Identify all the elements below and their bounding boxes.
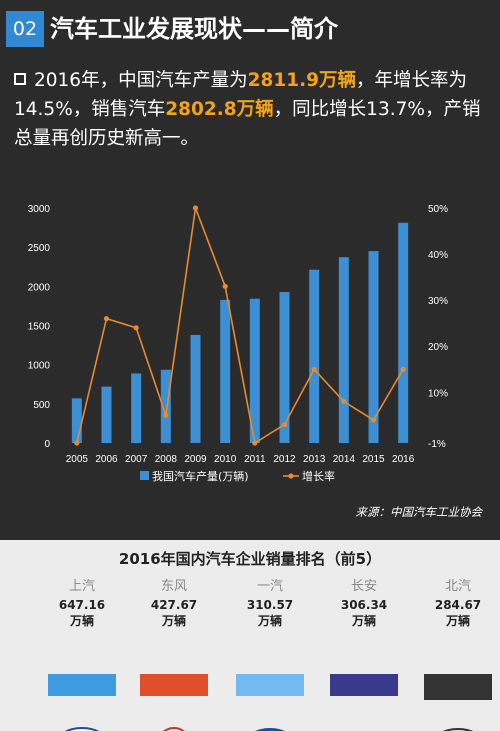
x-axis-tick: 2009 (184, 454, 207, 465)
bar (220, 299, 231, 443)
company-name: 上汽 (68, 579, 95, 594)
left-axis-tick: 500 (33, 400, 50, 411)
legend-line-label: 增长率 (302, 469, 335, 483)
production-chart: 0 500 1000 1500 2000 2500 3000 -1% 10% 20% 30% 40%… (28, 204, 484, 519)
growth-rate-point (281, 421, 288, 428)
company-color-bar (140, 674, 208, 696)
growth-rate-point (222, 283, 228, 289)
bar (71, 398, 82, 443)
company-sales-value: 284.67 (434, 598, 482, 612)
right-axis-tick: -1% (428, 439, 446, 450)
right-axis-tick: 20% (428, 342, 448, 353)
bar (131, 373, 142, 443)
growth-rate-line (76, 207, 404, 445)
section-number-badge: 02 (6, 11, 44, 47)
company-sales-value: 310.57 (246, 598, 294, 612)
bar (101, 386, 112, 443)
x-axis-tick: 2014 (333, 454, 356, 465)
x-axis-tick: 2010 (214, 454, 237, 465)
x-axis-tick: 2007 (125, 454, 148, 465)
growth-rate-point (163, 412, 169, 418)
bar (190, 334, 201, 443)
left-axis-tick: 1500 (28, 322, 51, 333)
company-color-bar (330, 674, 398, 696)
company-color-bar (48, 674, 116, 696)
header: 02 汽车工业发展现状——简介 (0, 8, 500, 52)
ranking-title: 2016年国内汽车企业销量排名（前5） (118, 550, 382, 568)
summary-highlight-sales: 2802.8万辆 (165, 99, 274, 120)
company-3: 一汽 310.57 万辆 (236, 578, 304, 731)
summary-text-1: 2016年，中国汽车产量为 (34, 70, 248, 91)
growth-rate-point (252, 440, 258, 446)
company-1: 上汽 647.16 万辆 SAIC (48, 578, 116, 731)
bar (160, 369, 171, 443)
legend-bar-label: 我国汽车产量(万辆) (152, 469, 249, 483)
left-axis-tick: 3000 (28, 204, 51, 215)
x-axis-tick: 2012 (273, 454, 296, 465)
legend-bar-swatch (140, 471, 149, 480)
saic-logo: SAIC (54, 726, 110, 731)
baic-logo (430, 726, 486, 731)
left-axis-tick: 2000 (28, 282, 51, 293)
summary-text-3: ，同比增长13.7%，产销总量再创历史新高一。 (14, 99, 481, 149)
page-title: 汽车工业发展现状——简介 (50, 15, 338, 43)
company-name: 北汽 (444, 579, 471, 594)
x-axis-tick: 2008 (155, 454, 178, 465)
bar (338, 257, 349, 443)
company-sales-value: 306.34 (340, 598, 388, 612)
x-axis-tick: 2016 (392, 454, 415, 465)
right-axis-tick: 50% (428, 204, 448, 215)
chart-source: 来源：中国汽车工业协会 (356, 505, 484, 519)
summary-paragraph: 2016年，中国汽车产量为2811.9万辆，年增长率为14.5%，销售汽车280… (14, 66, 494, 153)
company-sales-unit: 万辆 (161, 614, 186, 628)
bar (368, 251, 379, 443)
bar (249, 298, 260, 443)
bullet-square-icon (14, 73, 26, 85)
changan-logo (336, 726, 392, 731)
company-sales-unit: 万辆 (351, 614, 376, 628)
growth-rate-point (311, 366, 317, 372)
company-color-bar (236, 674, 304, 696)
company-sales-unit: 万辆 (69, 614, 94, 628)
x-axis-tick: 2015 (362, 454, 385, 465)
company-sales-unit: 万辆 (257, 614, 282, 628)
bar (398, 222, 409, 443)
right-axis-tick: 10% (428, 388, 448, 399)
company-name: 一汽 (256, 579, 283, 594)
growth-rate-point (103, 315, 110, 322)
growth-rate-point (192, 205, 199, 211)
x-axis-tick: 2005 (66, 454, 89, 465)
bar (309, 269, 320, 443)
company-color-bar (424, 674, 492, 700)
company-5: 北汽 284.67 万辆 (424, 578, 492, 731)
left-axis-tick: 0 (44, 439, 50, 450)
growth-rate-point (400, 366, 406, 372)
summary-highlight-production: 2811.9万辆 (247, 70, 356, 91)
summary-text-2: ，年增长率为14.5%，销售汽车 (14, 70, 467, 120)
growth-rate-point (74, 440, 80, 446)
dongfeng-logo (146, 726, 202, 731)
legend-line-marker (288, 473, 294, 479)
right-axis-tick: 40% (428, 250, 448, 261)
company-sales-value: 647.16 (58, 598, 106, 612)
left-axis-tick: 2500 (28, 243, 51, 254)
left-axis-tick: 1000 (28, 361, 51, 372)
company-4: 长安 306.34 万辆 (330, 578, 398, 696)
x-axis-tick: 2006 (95, 454, 118, 465)
growth-rate-point (341, 398, 347, 405)
company-sales-value: 427.67 (150, 598, 198, 612)
company-name: 东风 (160, 579, 187, 594)
bar (279, 291, 290, 443)
x-axis-tick: 2013 (303, 454, 326, 465)
sales-ranking-panel: 2016年国内汽车企业销量排名（前5） 上汽 647.16 万辆 SAIC 东风 427.… (0, 540, 500, 731)
growth-rate-point (370, 417, 377, 423)
x-axis-tick: 2011 (244, 454, 266, 465)
growth-rate-point (133, 325, 139, 331)
right-axis-tick: 30% (428, 296, 448, 307)
faw-logo (242, 726, 298, 731)
company-name: 长安 (350, 579, 377, 594)
company-2: 东风 427.67 万辆 (140, 578, 208, 731)
company-sales-unit: 万辆 (445, 614, 470, 628)
